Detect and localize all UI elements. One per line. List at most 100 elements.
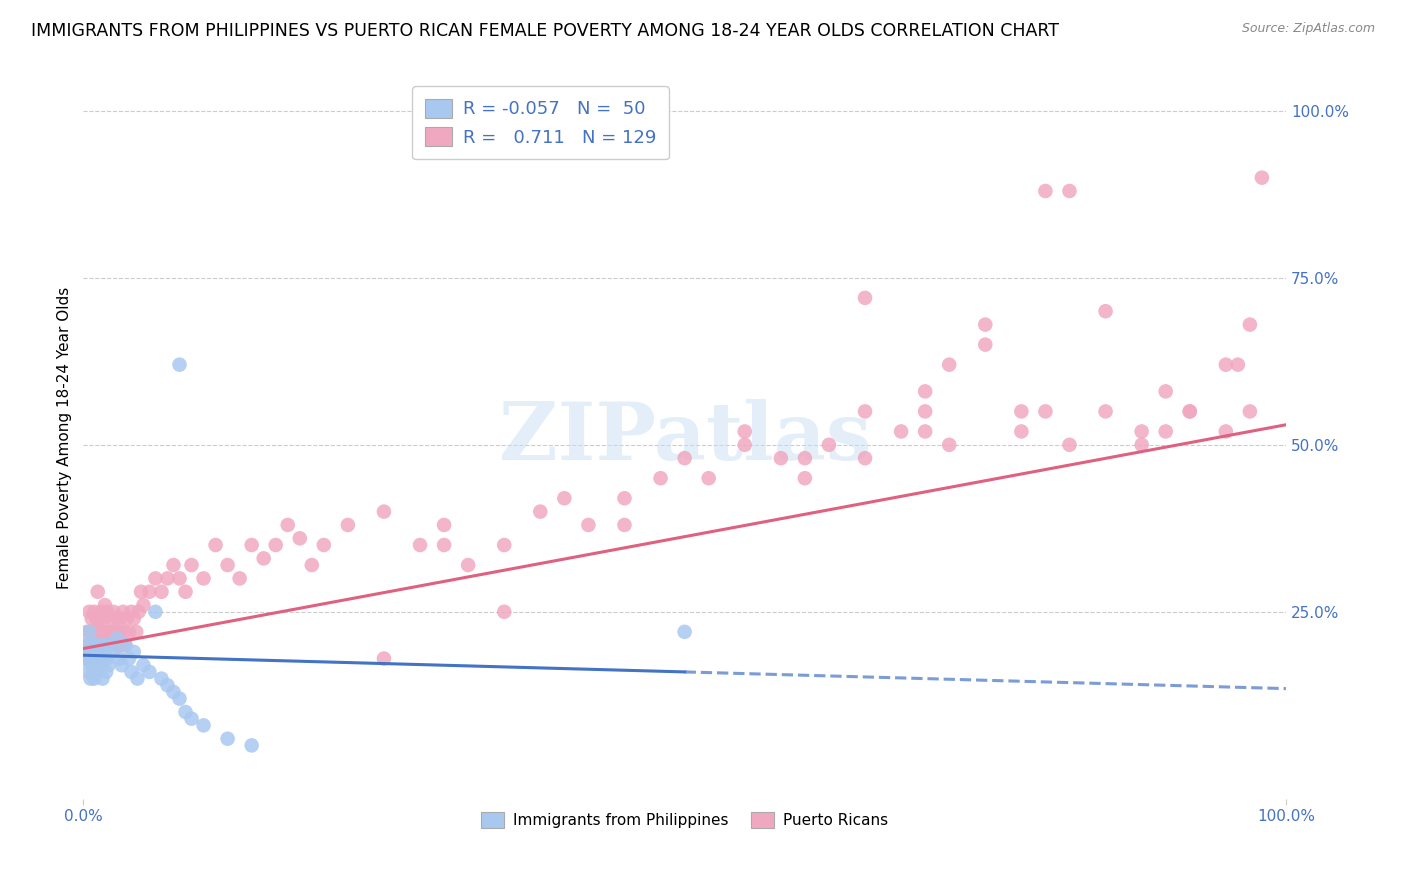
Point	[129, 584, 152, 599]
Point	[111, 605, 134, 619]
Point	[553, 491, 575, 506]
Point	[79, 672, 101, 686]
Point	[80, 638, 103, 652]
Point	[94, 665, 117, 679]
Point	[156, 678, 179, 692]
Point	[204, 538, 226, 552]
Point	[494, 538, 516, 552]
Text: Source: ZipAtlas.com: Source: ZipAtlas.com	[1241, 22, 1375, 36]
Point	[174, 705, 197, 719]
Point	[793, 471, 815, 485]
Point	[100, 638, 122, 652]
Point	[86, 611, 108, 625]
Point	[76, 638, 98, 652]
Point	[118, 624, 141, 639]
Point	[83, 638, 105, 652]
Point	[111, 638, 134, 652]
Point	[1239, 404, 1261, 418]
Point	[79, 638, 101, 652]
Point	[128, 605, 150, 619]
Point	[132, 658, 155, 673]
Point	[890, 425, 912, 439]
Point	[115, 611, 138, 625]
Point	[96, 638, 118, 652]
Point	[118, 651, 141, 665]
Point	[86, 638, 108, 652]
Point	[1010, 404, 1032, 418]
Point	[111, 658, 134, 673]
Point	[169, 691, 191, 706]
Text: IMMIGRANTS FROM PHILIPPINES VS PUERTO RICAN FEMALE POVERTY AMONG 18-24 YEAR OLDS: IMMIGRANTS FROM PHILIPPINES VS PUERTO RI…	[31, 22, 1059, 40]
Point	[73, 651, 96, 665]
Point	[77, 651, 100, 665]
Point	[79, 605, 101, 619]
Point	[494, 605, 516, 619]
Point	[1130, 438, 1153, 452]
Point	[114, 638, 136, 652]
Point	[120, 605, 142, 619]
Point	[150, 584, 173, 599]
Point	[938, 358, 960, 372]
Point	[86, 658, 108, 673]
Point	[336, 518, 359, 533]
Point	[734, 438, 756, 452]
Point	[104, 638, 127, 652]
Point	[82, 665, 104, 679]
Point	[103, 624, 125, 639]
Point	[1094, 404, 1116, 418]
Point	[103, 645, 125, 659]
Point	[734, 425, 756, 439]
Point	[79, 645, 101, 659]
Point	[697, 471, 720, 485]
Point	[93, 611, 115, 625]
Point	[90, 645, 112, 659]
Point	[107, 638, 129, 652]
Point	[89, 658, 111, 673]
Point	[1226, 358, 1249, 372]
Point	[75, 638, 97, 652]
Point	[96, 605, 118, 619]
Point	[217, 731, 239, 746]
Point	[1154, 384, 1177, 399]
Point	[818, 438, 841, 452]
Point	[90, 605, 112, 619]
Point	[103, 605, 125, 619]
Point	[578, 518, 600, 533]
Point	[84, 645, 107, 659]
Point	[253, 551, 276, 566]
Point	[650, 471, 672, 485]
Point	[180, 712, 202, 726]
Point	[91, 624, 114, 639]
Point	[138, 665, 160, 679]
Text: ZIPatlas: ZIPatlas	[499, 399, 870, 477]
Point	[150, 672, 173, 686]
Point	[193, 718, 215, 732]
Point	[217, 558, 239, 572]
Point	[793, 451, 815, 466]
Point	[174, 584, 197, 599]
Point	[80, 658, 103, 673]
Point	[613, 491, 636, 506]
Point	[1035, 404, 1057, 418]
Point	[228, 571, 250, 585]
Legend: Immigrants from Philippines, Puerto Ricans: Immigrants from Philippines, Puerto Rica…	[475, 806, 894, 835]
Point	[84, 651, 107, 665]
Point	[1094, 304, 1116, 318]
Point	[1215, 358, 1237, 372]
Point	[914, 384, 936, 399]
Point	[77, 665, 100, 679]
Point	[145, 605, 167, 619]
Point	[1130, 425, 1153, 439]
Point	[613, 518, 636, 533]
Point	[433, 518, 456, 533]
Point	[853, 291, 876, 305]
Point	[1251, 170, 1274, 185]
Point	[125, 624, 148, 639]
Point	[529, 505, 551, 519]
Point	[373, 651, 395, 665]
Point	[769, 451, 792, 466]
Point	[98, 638, 121, 652]
Point	[169, 358, 191, 372]
Point	[80, 638, 103, 652]
Point	[1154, 425, 1177, 439]
